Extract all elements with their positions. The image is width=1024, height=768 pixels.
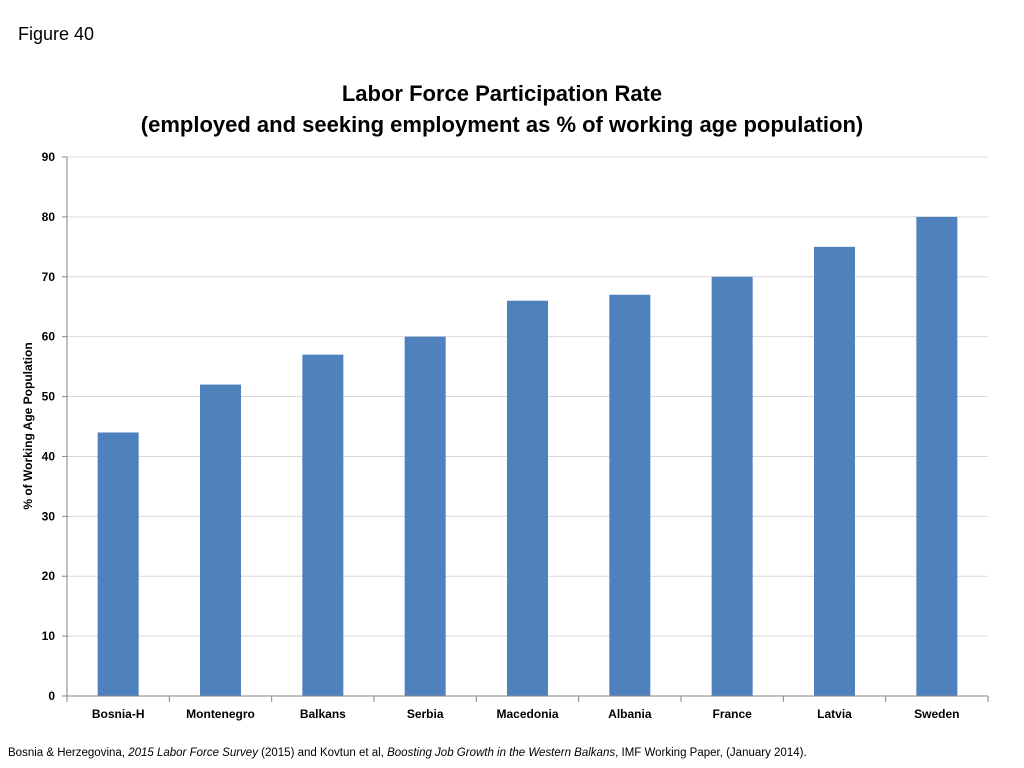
bar	[97, 432, 139, 696]
y-axis-label: % of Working Age Population	[21, 342, 35, 509]
y-tick-label: 50	[42, 390, 56, 404]
y-tick-label: 10	[42, 629, 56, 643]
y-tick-label: 60	[42, 330, 56, 344]
y-tick-label: 80	[42, 210, 56, 224]
x-tick-label: Bosnia-H	[92, 707, 145, 721]
y-tick-label: 0	[48, 689, 55, 703]
y-tick-label: 40	[42, 449, 56, 463]
x-tick-label: Macedonia	[496, 707, 558, 721]
x-tick-label: Sweden	[914, 707, 959, 721]
bar	[200, 384, 241, 696]
x-tick-label: Latvia	[817, 707, 852, 721]
x-tick-label: Montenegro	[186, 707, 255, 721]
source-note: Bosnia & Herzegovina, 2015 Labor Force S…	[8, 747, 807, 759]
y-tick-label: 30	[42, 509, 56, 523]
source-text-2: (2015) and Kovtun et al,	[257, 747, 388, 759]
bar	[916, 216, 958, 696]
source-text-3: , IMF Working Paper, (January 2014).	[615, 747, 807, 759]
tick-labels: 0 10 20 30 40 50 60 70 80 90 Bosnia-H Montenegro Bal…	[42, 150, 960, 721]
bars	[97, 216, 958, 697]
bar	[302, 354, 344, 696]
y-tick-label: 20	[42, 569, 56, 583]
x-tick-label: Serbia	[407, 707, 444, 721]
source-title-2: Boosting Job Growth in the Western Balka…	[387, 747, 616, 759]
source-title-1: 2015 Labor Force Survey	[128, 747, 258, 759]
figure-label: Figure 40	[18, 24, 95, 44]
y-tick-label: 90	[42, 150, 56, 164]
x-tick-label: Balkans	[300, 707, 346, 721]
axes	[62, 156, 989, 702]
x-tick-label: Albania	[608, 707, 652, 721]
chart-title-line-2: (employed and seeking employment as % of…	[140, 112, 864, 137]
bar	[814, 246, 855, 697]
bar	[609, 294, 651, 696]
bar	[507, 300, 548, 696]
source-text-1: Bosnia & Herzegovina,	[8, 747, 129, 759]
chart-title-line-1: Labor Force Participation Rate	[341, 81, 663, 106]
bar	[711, 276, 753, 696]
bar	[404, 336, 446, 696]
y-tick-label: 70	[42, 270, 56, 284]
x-tick-label: France	[712, 707, 752, 721]
